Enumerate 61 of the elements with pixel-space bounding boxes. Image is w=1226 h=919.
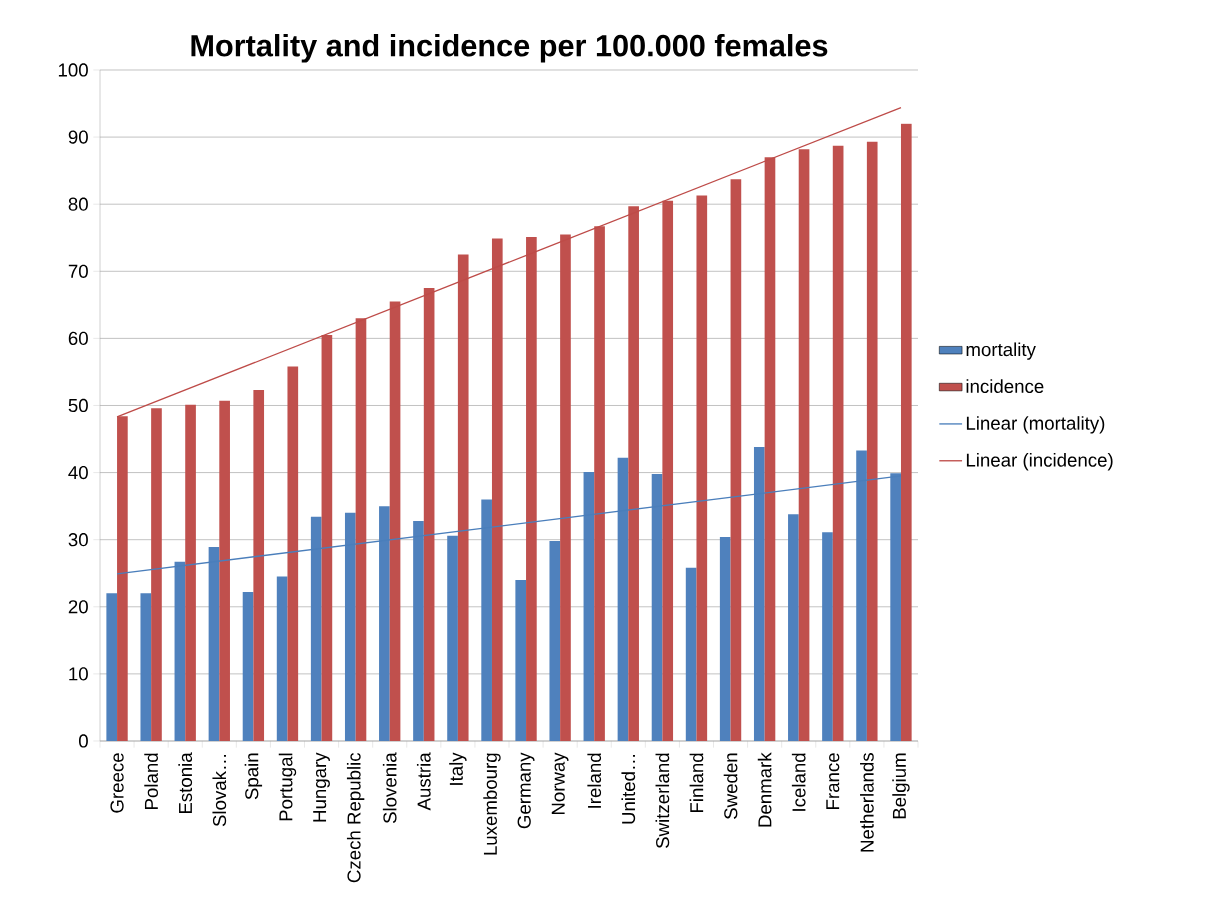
bar: [685, 567, 697, 741]
bar: [719, 537, 731, 741]
y-tick-label: 40: [68, 465, 88, 480]
bar: [900, 123, 912, 741]
x-tick-label: Poland: [144, 753, 158, 809]
y-tick-label: 0: [78, 734, 88, 748]
x-tick-label: Estonia: [178, 752, 193, 814]
x-tick-label: Spain: [244, 753, 263, 800]
x-tick-label: Greece: [110, 753, 124, 813]
x-tick-label: Norway: [551, 752, 569, 815]
bar: [515, 579, 527, 741]
x-tick-label: Czech Republic: [346, 752, 365, 883]
x-tick-label: Portugal: [278, 753, 297, 821]
bar: [242, 592, 254, 741]
legend-label: incidence: [966, 379, 1044, 394]
x-tick-label: Iceland: [791, 753, 806, 811]
x-tick-label: Switzerland: [655, 753, 670, 848]
legend-label: Linear (mortality): [966, 416, 1105, 434]
bar: [276, 576, 288, 741]
y-tick-label: 30: [68, 533, 88, 547]
x-tick-label: Finland: [689, 753, 704, 813]
y-tick-label: 20: [68, 600, 88, 614]
bar: [696, 195, 708, 741]
y-tick-label: 60: [68, 331, 88, 345]
chart-title: Mortality and incidence per 100.000 females: [191, 34, 828, 63]
x-tick-label: Luxembourg: [483, 753, 501, 855]
x-tick-label: United…: [621, 754, 636, 824]
x-tick-label: Netherlands: [860, 753, 874, 852]
legend-label: Linear (incidence): [966, 453, 1113, 471]
bar: [106, 593, 118, 741]
x-tick-label: Austria: [416, 752, 431, 811]
x-tick-label: Slovenia: [382, 752, 397, 824]
bar: [832, 145, 844, 741]
bar: [730, 179, 742, 741]
bar: [219, 400, 230, 741]
x-tick-label: Slovak…: [212, 754, 227, 827]
y-tick-label: 80: [68, 197, 88, 211]
x-tick-label: Germany: [517, 752, 535, 829]
bar: [549, 541, 561, 741]
x-tick-label: Sweden: [723, 753, 738, 819]
bar: [185, 404, 196, 741]
y-tick-label: 10: [69, 667, 88, 681]
x-tick-label: Italy: [449, 752, 467, 785]
y-tick-label: 90: [68, 130, 88, 144]
bar: [788, 514, 799, 741]
y-tick-label: 100: [58, 63, 88, 77]
bar: [140, 593, 152, 741]
x-tick-label: France: [826, 753, 840, 809]
legend-label: mortality: [966, 342, 1036, 360]
bar: [287, 366, 299, 741]
bar: [151, 408, 162, 741]
x-tick-label: Belgium: [892, 753, 910, 819]
bar: [447, 535, 458, 741]
x-tick-label: Denmark: [757, 752, 772, 827]
x-tick-label: Hungary: [313, 752, 330, 822]
bar: [253, 390, 265, 741]
bar: [866, 141, 878, 741]
y-tick-label: 70: [68, 264, 88, 278]
bar: [822, 532, 833, 741]
y-tick-label: 50: [68, 398, 88, 413]
x-tick-label: Ireland: [587, 753, 602, 808]
